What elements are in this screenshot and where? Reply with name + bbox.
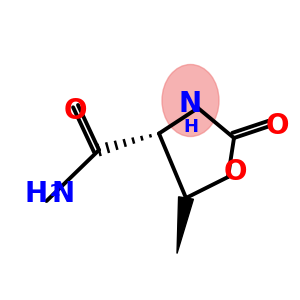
Polygon shape [177,197,194,254]
Text: N: N [51,179,75,208]
Text: O: O [266,112,289,140]
Ellipse shape [162,64,219,136]
Text: O: O [224,158,247,187]
Text: H: H [25,179,48,208]
Text: O: O [63,97,87,125]
Text: N: N [179,89,202,118]
Text: H: H [183,118,198,136]
Text: 2: 2 [50,184,60,200]
